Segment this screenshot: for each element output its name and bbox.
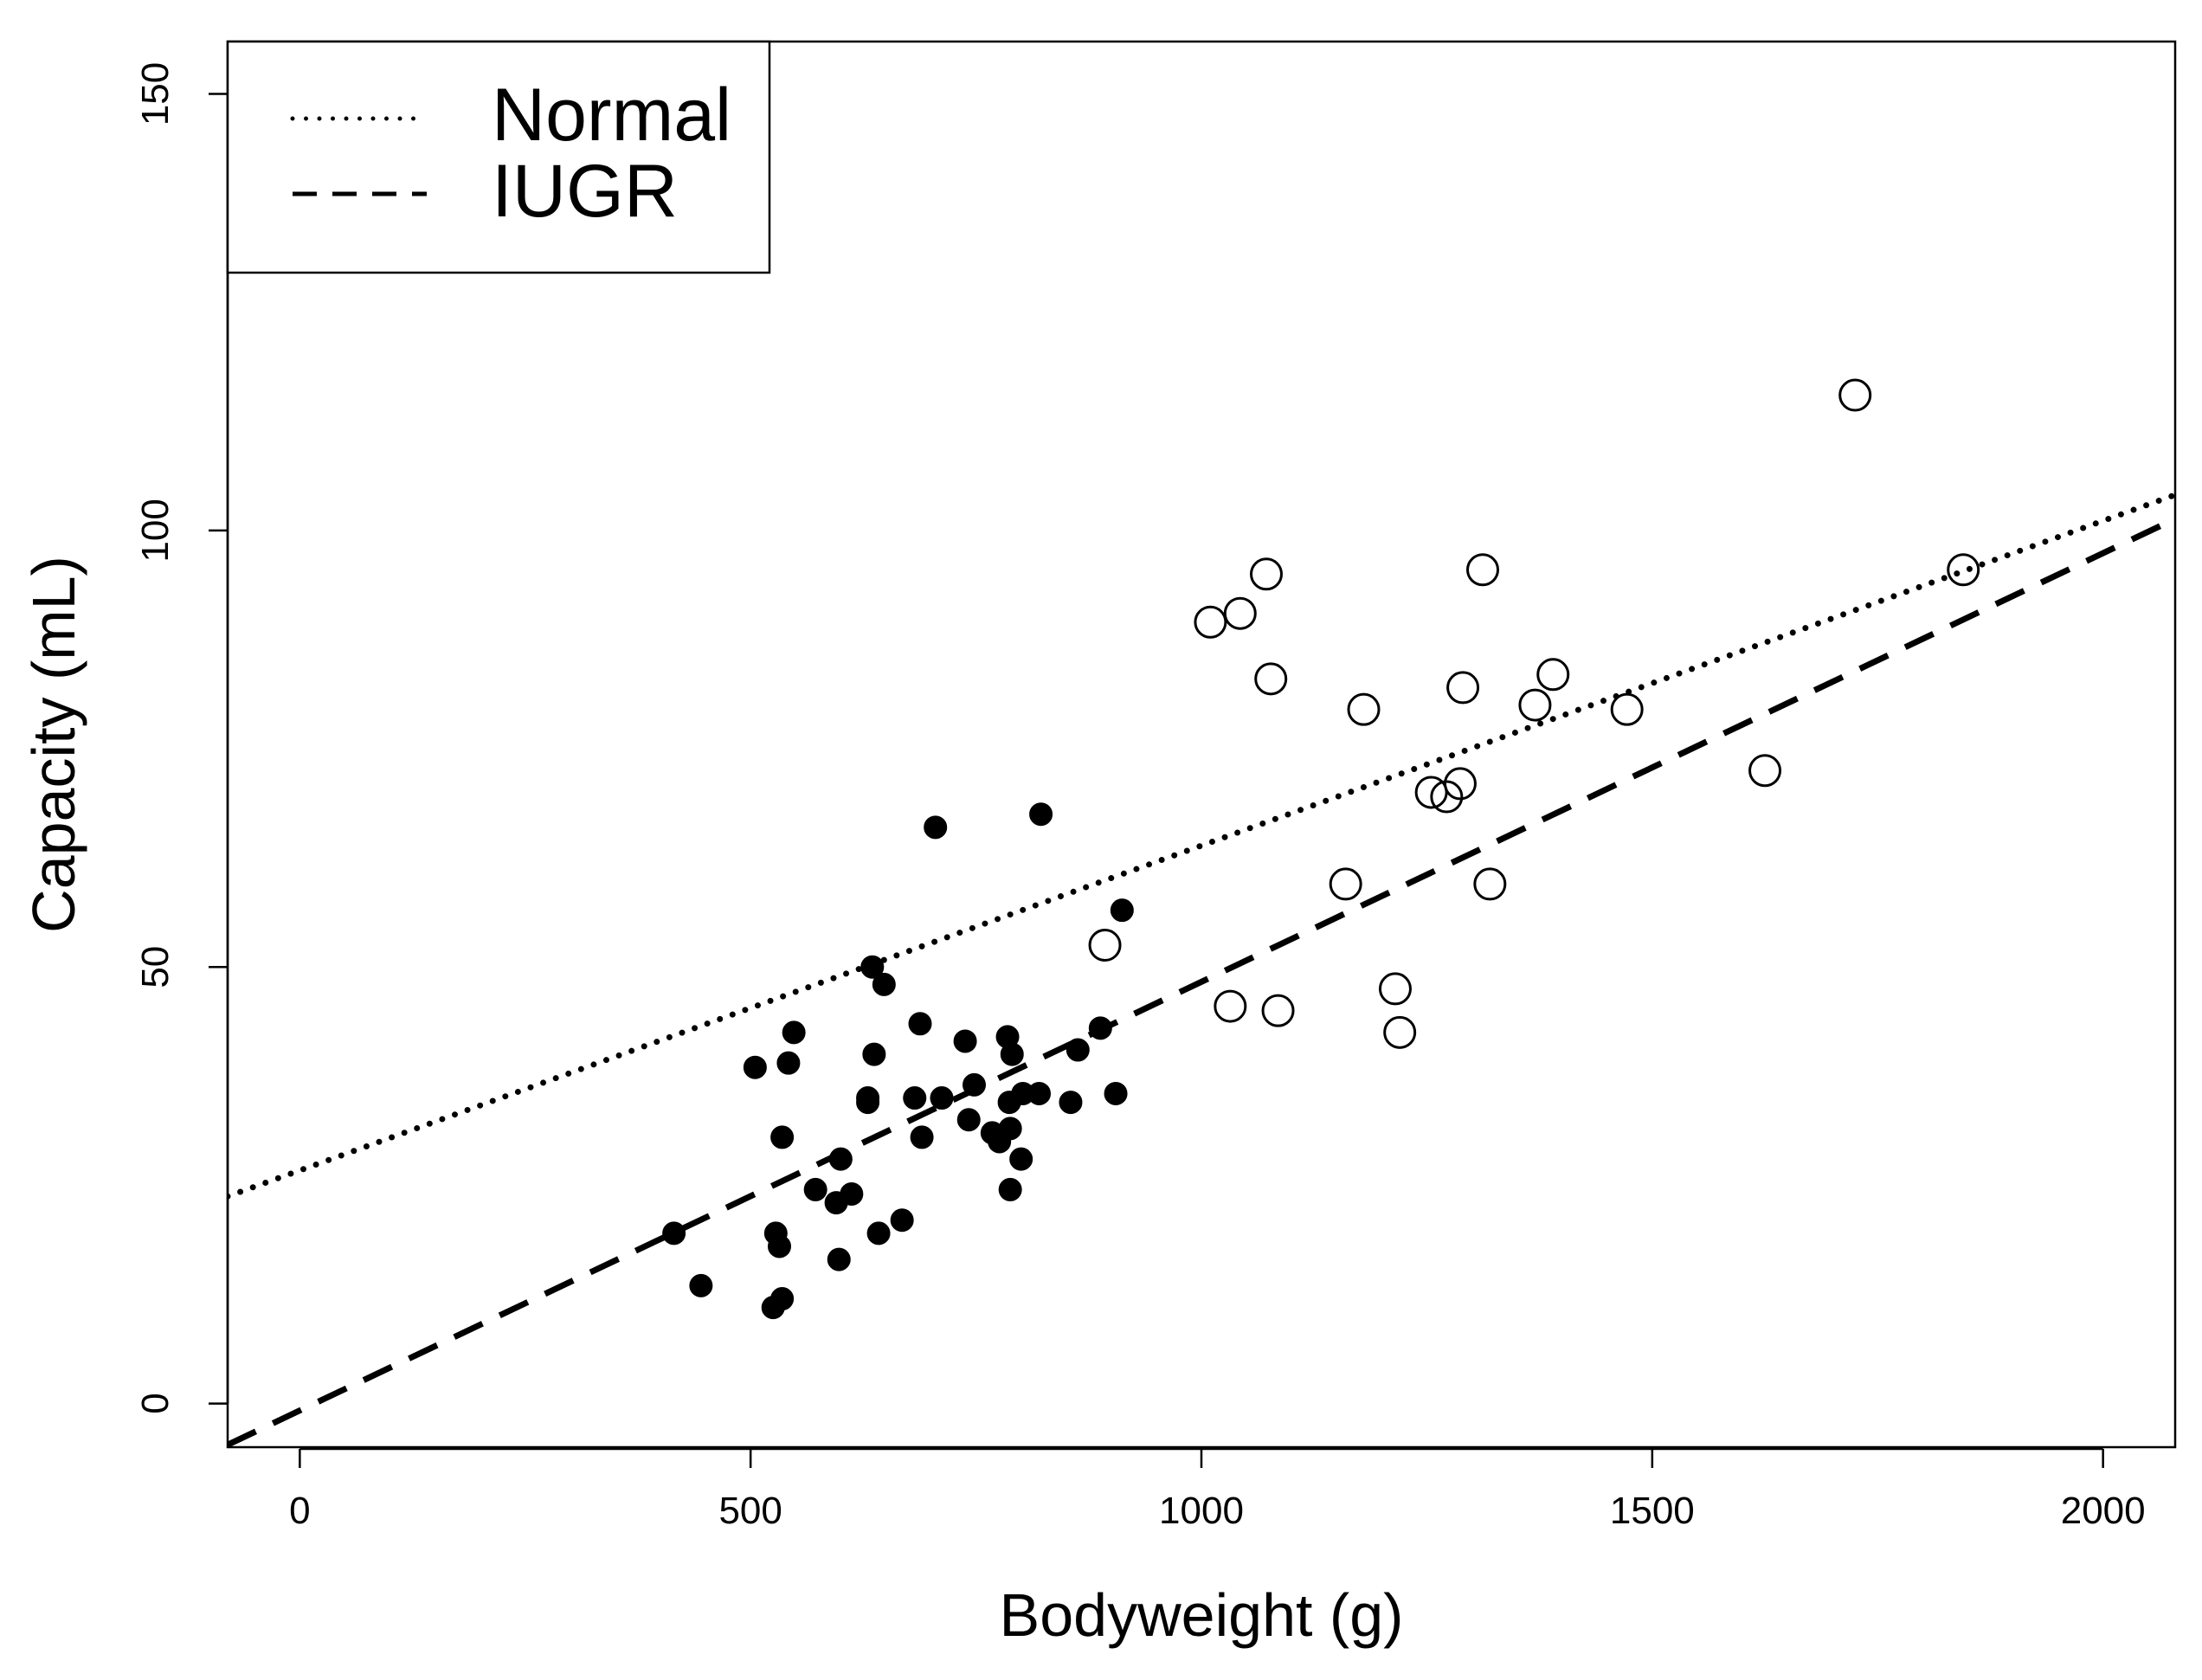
point-normal <box>1214 989 1247 1023</box>
point-iugr <box>803 1177 827 1201</box>
point-iugr <box>866 1221 891 1246</box>
point-iugr <box>782 1020 806 1045</box>
point-iugr <box>862 1042 886 1066</box>
point-iugr <box>776 1051 801 1075</box>
point-iugr <box>1059 1091 1083 1115</box>
point-iugr <box>910 1125 934 1149</box>
legend-label-iugr: IUGR <box>492 150 678 233</box>
x-tick-label: 1000 <box>1159 1490 1244 1532</box>
point-iugr <box>840 1181 864 1206</box>
point-normal <box>1748 754 1782 788</box>
y-axis-title: Capacity (mL) <box>20 556 87 933</box>
point-iugr <box>924 815 948 840</box>
point-iugr <box>908 1012 932 1036</box>
point-normal <box>1383 1015 1417 1049</box>
point-normal <box>1250 557 1283 591</box>
point-iugr <box>860 955 885 979</box>
point-normal <box>1261 994 1295 1027</box>
y-tick-label: 50 <box>134 946 177 988</box>
point-iugr <box>1066 1038 1090 1062</box>
point-normal <box>1223 596 1257 630</box>
point-iugr <box>1088 1016 1112 1040</box>
point-iugr <box>856 1091 880 1115</box>
x-axis-title: Bodyweight (g) <box>1000 1581 1404 1649</box>
point-iugr <box>768 1234 791 1258</box>
point-iugr <box>770 1125 795 1149</box>
point-normal <box>1947 553 1980 587</box>
x-tick-label: 500 <box>718 1490 782 1532</box>
x-tick-label: 2000 <box>2061 1490 2146 1532</box>
fit-line-normal <box>228 492 2175 1200</box>
point-iugr <box>662 1221 686 1246</box>
point-normal <box>1194 605 1227 639</box>
point-normal <box>1378 972 1412 1006</box>
point-iugr <box>1000 1042 1024 1066</box>
point-iugr <box>872 972 896 996</box>
y-tick-label: 100 <box>134 499 177 562</box>
legend-box <box>226 40 771 274</box>
legend: Normal IUGR <box>226 40 771 274</box>
data-points <box>662 378 1980 1320</box>
point-normal <box>1536 658 1570 692</box>
point-iugr <box>890 1208 914 1233</box>
point-iugr <box>953 1029 977 1053</box>
point-iugr <box>1029 802 1053 827</box>
point-iugr <box>1009 1147 1033 1171</box>
point-normal <box>1446 671 1480 705</box>
point-iugr <box>1104 1081 1128 1105</box>
point-iugr <box>903 1086 927 1110</box>
point-iugr <box>998 1117 1022 1141</box>
point-iugr <box>689 1273 713 1297</box>
point-normal <box>1610 692 1644 726</box>
point-normal <box>1518 688 1552 722</box>
point-normal <box>1443 767 1477 801</box>
fit-line-iugr <box>228 516 2175 1447</box>
point-iugr <box>1110 898 1134 923</box>
x-tick-label: 0 <box>289 1490 310 1532</box>
fit-lines <box>228 492 2175 1447</box>
point-normal <box>1838 378 1872 412</box>
point-normal <box>1254 662 1288 696</box>
point-normal <box>1088 929 1122 962</box>
point-iugr <box>828 1147 853 1171</box>
point-normal <box>1329 867 1362 901</box>
point-iugr <box>963 1072 986 1097</box>
point-iugr <box>770 1287 795 1311</box>
point-normal <box>1347 692 1381 726</box>
legend-label-normal: Normal <box>492 74 731 157</box>
x-axis: 0 500 1000 1500 2000 <box>289 1447 2146 1532</box>
point-normal <box>1466 553 1499 587</box>
x-tick-label: 1500 <box>1610 1490 1695 1532</box>
point-iugr <box>998 1177 1022 1201</box>
point-iugr <box>956 1108 981 1132</box>
point-normal <box>1473 867 1507 901</box>
point-iugr <box>1027 1081 1051 1105</box>
y-axis: 0 50 100 150 <box>134 62 229 1414</box>
y-tick-label: 0 <box>134 1393 177 1413</box>
point-normal <box>1430 780 1464 814</box>
point-iugr <box>827 1247 851 1271</box>
y-tick-label: 150 <box>134 62 177 126</box>
point-iugr <box>930 1086 954 1110</box>
point-iugr <box>743 1055 767 1079</box>
